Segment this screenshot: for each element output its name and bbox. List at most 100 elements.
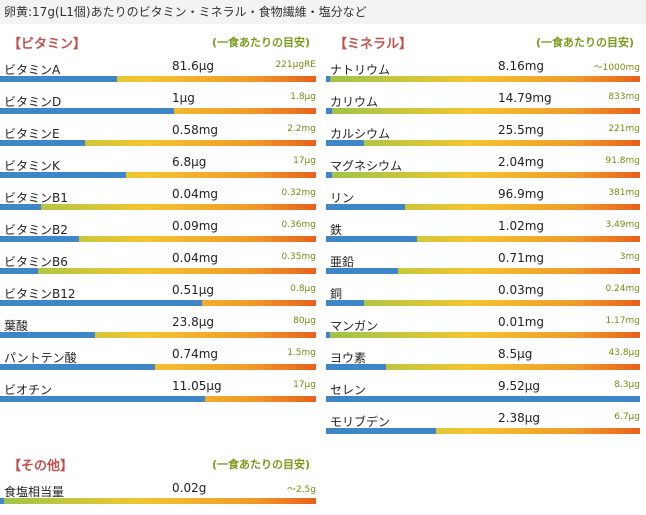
nutrient-bar [0,396,316,402]
nutrient-bar-fill [0,172,127,178]
nutrient-value: 0.02g [172,481,207,495]
nutrient-name: 鉄 [330,223,343,237]
nutrient-bar-fill [326,108,333,114]
nutrient-row: セレン 9.52μg 8.3μg [326,372,640,404]
nutrient-value: 11.05μg [172,379,222,393]
nutrient-target: 221μgRE [275,60,316,70]
nutrient-value: 14.79mg [498,91,552,105]
nutrient-bar-fill [0,498,4,504]
minerals-list: ナトリウム 8.16mg 〜1000mg カリウム 14.79mg 833mg カルシウム 2… [326,52,640,436]
nutrient-value: 8.5μg [498,347,533,361]
nutrient-bar [326,428,640,434]
vitamins-section: 【ビタミン】 (一食あたりの目安) ビタミンA 81.6μg 221μgRE ビタミン… [0,30,316,404]
minerals-note: (一食あたりの目安) [535,36,634,49]
nutrient-name: リン [330,191,355,205]
nutrient-bar [326,204,640,210]
others-note: (一食あたりの目安) [211,458,310,471]
nutrient-name: ビタミンE [4,127,60,141]
nutrient-bar [0,236,316,242]
nutrient-value: 0.01mg [498,315,545,329]
nutrient-name: ビタミンK [4,159,60,173]
nutrient-target: 0.24mg [605,284,640,294]
nutrient-bar [0,172,316,178]
nutrient-bar [0,300,316,306]
nutrient-row: ビタミンB1 0.04mg 0.32mg [0,180,316,212]
nutrient-target: 221mg [608,124,640,134]
nutrient-bar-fill [326,268,399,274]
nutrient-bar [326,396,640,402]
nutrient-name: ビタミンB12 [4,287,76,301]
nutrient-value: 0.51μg [172,283,214,297]
nutrient-name: ビオチン [4,383,53,397]
nutrient-value: 2.04mg [498,155,545,169]
nutrient-row: 葉酸 23.8μg 80μg [0,308,316,340]
nutrient-row: ナトリウム 8.16mg 〜1000mg [326,52,640,84]
nutrient-value: 0.71mg [498,251,545,265]
nutrient-name: マグネシウム [330,159,403,173]
nutrient-row: 鉄 1.02mg 3.49mg [326,212,640,244]
nutrient-target: 8.3μg [614,380,640,390]
nutrient-bar [0,140,316,146]
nutrient-row: 食塩相当量 0.02g 〜2.5g [0,474,316,506]
nutrient-value: 23.8μg [172,315,214,329]
nutrient-bar [326,364,640,370]
nutrient-bar [326,236,640,242]
nutrient-row: カリウム 14.79mg 833mg [326,84,640,116]
nutrient-row: ビタミンD 1μg 1.8μg [0,84,316,116]
nutrient-bar-fill [326,76,330,82]
others-section: 【その他】 (一食あたりの目安) 食塩相当量 0.02g 〜2.5g [0,452,316,506]
nutrient-name: マンガン [330,319,379,333]
nutrient-target: 0.32mg [281,188,316,198]
nutrient-target: 17μg [293,156,316,166]
minerals-section: 【ミネラル】 (一食あたりの目安) ナトリウム 8.16mg 〜1000mg カリウム… [326,30,640,436]
nutrient-row: ビタミンK 6.8μg 17μg [0,148,316,180]
nutrient-bar-fill [326,364,386,370]
minerals-title: 【ミネラル】 [334,37,413,52]
nutrient-value: 1.02mg [498,219,545,233]
nutrient-row: ヨウ素 8.5μg 43.8μg [326,340,640,372]
nutrient-value: 9.52μg [498,379,540,393]
nutrient-bar-fill [326,396,640,402]
nutrient-target: 0.36mg [281,220,316,230]
nutrient-bar [0,332,316,338]
nutrient-bar-fill [0,108,174,114]
nutrient-name: 葉酸 [4,319,29,333]
nutrient-target: 1.5mg [287,348,316,358]
nutrient-bar [326,300,640,306]
nutrient-bar-fill [326,172,333,178]
nutrient-bar [0,108,316,114]
nutrient-value: 0.74mg [172,347,219,361]
nutrient-bar-fill [0,300,203,306]
nutrient-name: セレン [330,383,367,397]
nutrient-name: ビタミンB6 [4,255,68,269]
nutrient-name: パントテン酸 [4,351,77,365]
nutrient-bar-fill [326,140,364,146]
nutrient-row: ビタミンB6 0.04mg 0.35mg [0,244,316,276]
nutrient-bar-fill [326,236,418,242]
nutrient-target: 381mg [608,188,640,198]
vitamins-list: ビタミンA 81.6μg 221μgRE ビタミンD 1μg 1.8μg ビタミンE 0.58… [0,52,316,404]
nutrient-bar-fill [0,268,38,274]
nutrient-bar-fill [0,76,117,82]
nutrient-name: 亜鉛 [330,255,355,269]
nutrient-row: 銅 0.03mg 0.24mg [326,276,640,308]
nutrient-bar [0,268,316,274]
minerals-section-header: 【ミネラル】 (一食あたりの目安) [326,30,640,52]
nutrient-name: ヨウ素 [330,351,367,365]
nutrient-bar-fill [0,204,42,210]
nutrient-value: 81.6μg [172,59,214,73]
vitamins-title: 【ビタミン】 [8,37,87,52]
nutrient-target: 833mg [608,92,640,102]
vitamins-section-header: 【ビタミン】 (一食あたりの目安) [0,30,316,52]
vitamins-note: (一食あたりの目安) [211,36,310,49]
nutrient-value: 8.16mg [498,59,545,73]
nutrient-value: 2.38μg [498,411,540,425]
nutrient-target: 6.7μg [614,412,640,422]
nutrient-bar-fill [326,204,405,210]
nutrient-bar-fill [326,332,330,338]
nutrient-bar [326,172,640,178]
nutrient-bar-fill [0,396,206,402]
nutrient-name: ビタミンA [4,63,61,77]
nutrient-bar [326,332,640,338]
nutrient-bar [326,108,640,114]
